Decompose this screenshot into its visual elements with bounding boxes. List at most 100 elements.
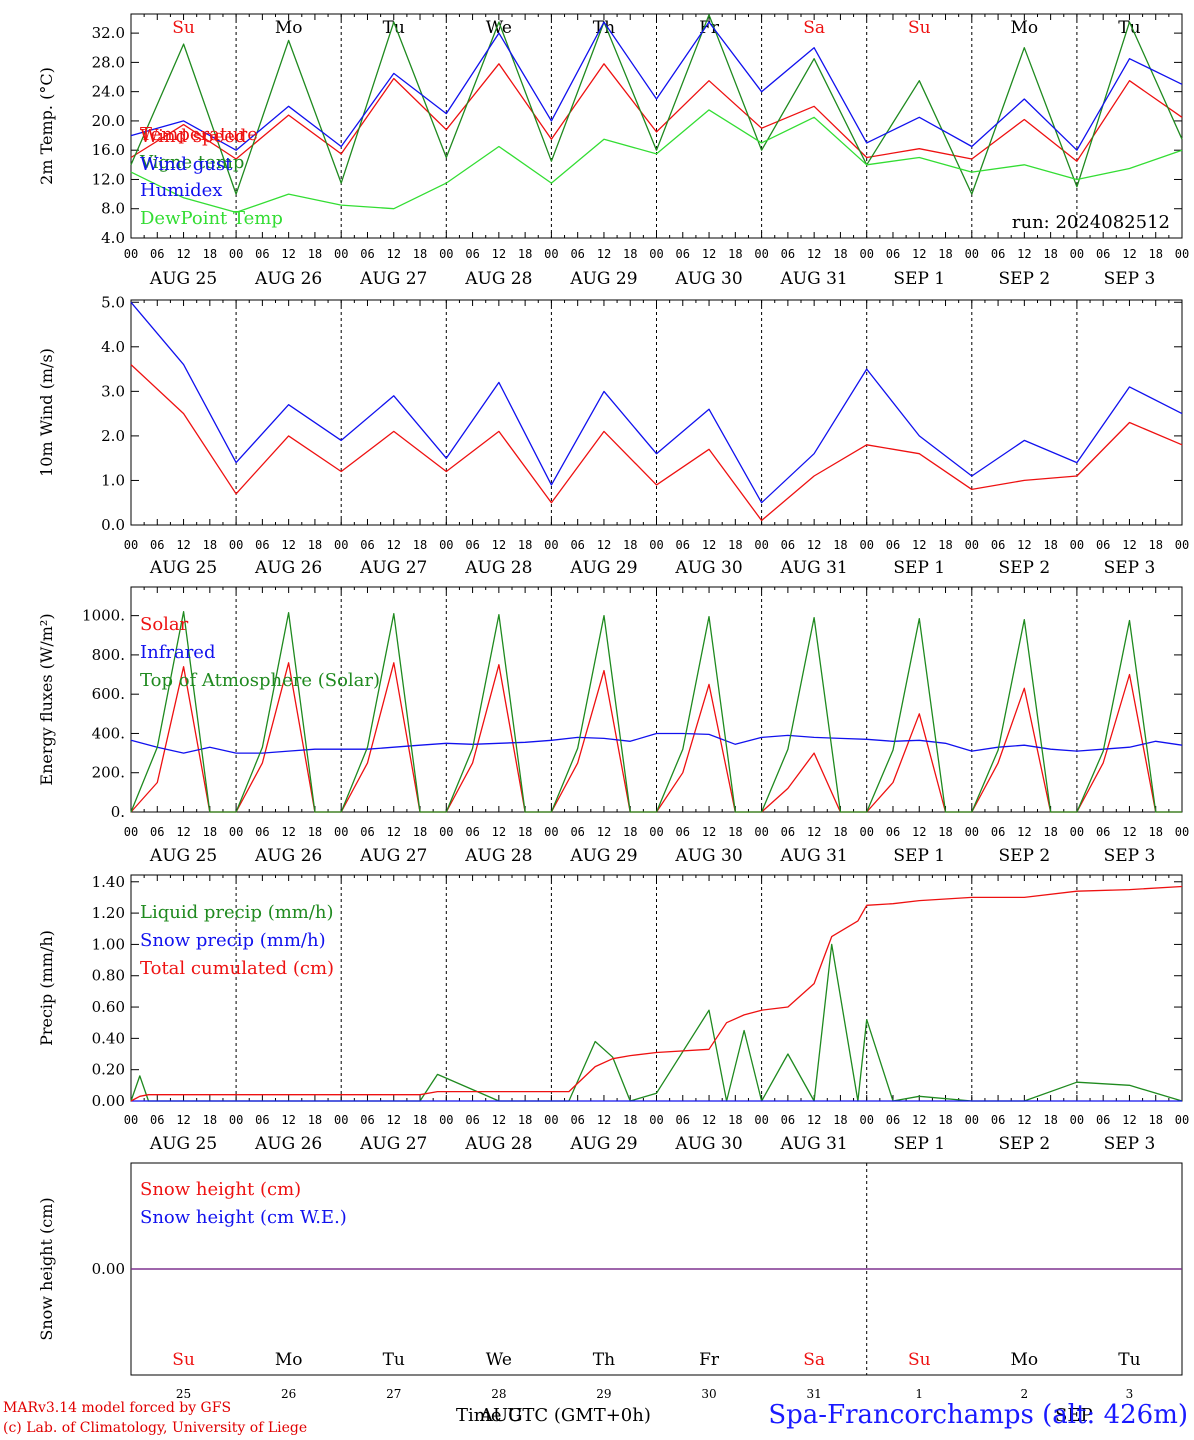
- hour-tick-label: 00: [334, 1113, 348, 1127]
- hour-tick-label: 06: [676, 538, 690, 552]
- day-label: AUG 27: [359, 269, 427, 289]
- y-tick-label: 5.0: [101, 293, 125, 311]
- y-tick-label: 1.0: [101, 471, 125, 489]
- hour-tick-label: 00: [229, 825, 243, 839]
- hour-tick-label: 18: [518, 538, 532, 552]
- hour-tick-label: 00: [965, 247, 979, 261]
- hour-tick-label: 00: [965, 538, 979, 552]
- y-tick-label: 8.0: [101, 200, 125, 218]
- hour-tick-label: 12: [1122, 825, 1136, 839]
- day-number: 30: [701, 1387, 716, 1401]
- hour-tick-label: 06: [465, 825, 479, 839]
- y-tick-label: 1.00: [92, 935, 125, 953]
- hour-tick-label: 18: [1043, 538, 1057, 552]
- day-number: 28: [491, 1387, 506, 1401]
- y-tick-label: 0.60: [92, 998, 125, 1016]
- hour-tick-label: 00: [439, 1113, 453, 1127]
- legend-entry: Snow height (cm W.E.): [140, 1207, 347, 1228]
- hour-tick-label: 06: [1096, 538, 1110, 552]
- hour-tick-label: 12: [492, 825, 506, 839]
- month-overlay-aug: AUG: [480, 1405, 523, 1426]
- day-label: AUG 31: [780, 269, 848, 289]
- hour-tick-label: 18: [833, 825, 847, 839]
- day-label: AUG 27: [359, 1134, 427, 1154]
- hour-tick-label: 18: [203, 1113, 217, 1127]
- legend-entry: Temperature: [140, 124, 258, 145]
- hour-tick-label: 00: [859, 1113, 873, 1127]
- run-annotation: run: 2024082512: [1012, 212, 1170, 233]
- hour-tick-label: 06: [255, 1113, 269, 1127]
- hour-tick-label: 00: [649, 1113, 663, 1127]
- hour-tick-label: 00: [544, 538, 558, 552]
- day-label: AUG 25: [149, 269, 217, 289]
- hour-tick-label: 12: [1017, 1113, 1031, 1127]
- hour-tick-label: 00: [754, 538, 768, 552]
- weekday-label: Tu: [1118, 18, 1140, 38]
- hour-tick-label: 12: [702, 538, 716, 552]
- hour-tick-label: 18: [728, 247, 742, 261]
- hour-tick-label: 18: [833, 247, 847, 261]
- day-label: AUG 29: [569, 846, 637, 866]
- hour-tick-label: 06: [1096, 825, 1110, 839]
- hour-tick-label: 06: [886, 1113, 900, 1127]
- y-axis-title: 2m Temp. (°C): [37, 67, 56, 185]
- station-name: Spa-Francorchamps (alt: 426m): [768, 1400, 1188, 1430]
- hour-tick-label: 12: [281, 538, 295, 552]
- hour-tick-label: 18: [1148, 825, 1162, 839]
- hour-tick-label: 00: [439, 538, 453, 552]
- weekday-label: Mo: [275, 1350, 303, 1370]
- weekday-label: Fr: [699, 1350, 720, 1370]
- hour-tick-label: 00: [229, 1113, 243, 1127]
- day-label: AUG 25: [149, 558, 217, 578]
- day-number: 25: [176, 1387, 191, 1401]
- day-label: AUG 27: [359, 846, 427, 866]
- hour-tick-label: 06: [781, 1113, 795, 1127]
- day-label: AUG 26: [254, 1134, 322, 1154]
- weekday-label: Mo: [1011, 18, 1039, 38]
- day-label: AUG 30: [674, 269, 742, 289]
- day-label: AUG 29: [569, 1134, 637, 1154]
- hour-tick-label: 12: [807, 1113, 821, 1127]
- model-credit: MARv3.14 model forced by GFS: [3, 1400, 232, 1416]
- weekday-label: Su: [172, 18, 195, 38]
- hour-tick-label: 18: [1043, 247, 1057, 261]
- legend-entry: Total cumulated (cm): [140, 958, 334, 979]
- hour-tick-label: 12: [1017, 538, 1031, 552]
- y-tick-label: 2.0: [101, 427, 125, 445]
- hour-tick-label: 00: [544, 247, 558, 261]
- hour-tick-label: 18: [1043, 825, 1057, 839]
- hour-tick-label: 00: [649, 538, 663, 552]
- hour-tick-label: 12: [176, 538, 190, 552]
- panel-4: 0.00 0.20 0.40 0.60 0.80 1.00 1.20 1.40 Precip (…: [37, 873, 1189, 1154]
- day-number: 27: [386, 1387, 401, 1401]
- hour-tick-label: 12: [492, 247, 506, 261]
- day-label: AUG 30: [674, 846, 742, 866]
- y-tick-label: 28.0: [92, 53, 125, 71]
- y-tick-label: 0.0: [101, 516, 125, 534]
- hour-tick-label: 18: [1148, 1113, 1162, 1127]
- hour-tick-label: 00: [1175, 1113, 1189, 1127]
- hour-tick-label: 12: [387, 825, 401, 839]
- day-label: SEP 2: [998, 1134, 1050, 1154]
- day-number: 3: [1126, 1387, 1134, 1401]
- hour-tick-label: 06: [676, 825, 690, 839]
- weekday-label: Sa: [803, 1350, 825, 1370]
- hour-tick-label: 12: [176, 1113, 190, 1127]
- hour-tick-label: 18: [833, 1113, 847, 1127]
- hour-tick-label: 00: [334, 247, 348, 261]
- day-label: AUG 28: [464, 558, 532, 578]
- hour-tick-label: 00: [334, 538, 348, 552]
- hour-tick-label: 12: [912, 825, 926, 839]
- hour-tick-label: 06: [991, 247, 1005, 261]
- hour-tick-label: 00: [754, 1113, 768, 1127]
- series-line-wind-speed: [130, 364, 1183, 522]
- hour-tick-label: 06: [676, 1113, 690, 1127]
- hour-tick-label: 06: [150, 1113, 164, 1127]
- day-label: AUG 30: [674, 558, 742, 578]
- day-label: SEP 1: [893, 269, 945, 289]
- series-line-top-of-atmosphere-solar-: [130, 611, 1182, 813]
- y-tick-label: 800.: [92, 646, 125, 664]
- y-tick-label: 0.00: [92, 1260, 125, 1278]
- hour-tick-label: 00: [859, 538, 873, 552]
